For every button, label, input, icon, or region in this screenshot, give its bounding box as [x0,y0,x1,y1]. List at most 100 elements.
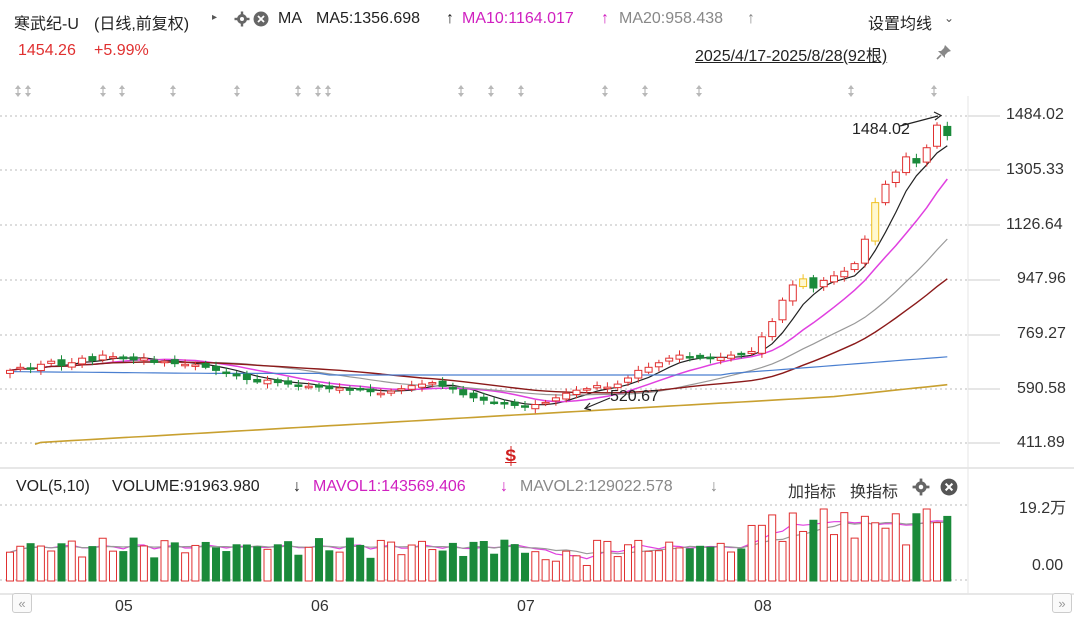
volume-bar [201,541,210,582]
date-range[interactable]: 2025/4/17-2025/8/28(92根) [695,48,888,65]
event-marker-icon [602,85,608,97]
candle-body [521,405,529,408]
volume-bar [675,547,684,582]
x-tick: 05 [115,598,133,615]
candle-body [284,380,293,385]
volume-bar [222,551,231,582]
candle-body [933,124,941,147]
event-marker-icon [170,85,176,97]
ma20-value: MA20:958.438 [619,10,724,27]
volume-bar [603,540,612,582]
candle-body [150,359,159,363]
volume-bar [119,551,128,582]
close-icon[interactable] [253,11,269,32]
event-marker-icon [325,85,331,97]
sell-signal-marker[interactable]: S [505,446,517,465]
candle-body [860,238,869,264]
volume-bar [644,550,653,582]
volume-close-icon[interactable] [940,478,958,501]
add-indicator-button[interactable]: 加指标 [788,484,837,501]
candle-body [582,388,591,391]
event-marker-icon [458,85,464,97]
volume-bar [67,540,76,582]
volume-bar [16,545,25,582]
volume-bar [912,513,921,582]
candle-body [469,392,478,399]
candle-body [850,263,859,271]
volume-bar [572,555,581,582]
candle-body [840,270,849,278]
candle-body [644,366,653,373]
volume-bar [902,544,911,582]
candle-body [407,385,416,390]
volume-bar [459,555,468,582]
candle-body [603,386,612,390]
volume-bar [891,513,900,582]
volume-bar [613,556,622,582]
candle-body [479,396,488,401]
y-tick: 1126.64 [1006,216,1063,233]
triangle-right-icon[interactable]: ▸ [212,12,218,23]
volume-bar [253,546,262,582]
volume-bar [387,541,396,582]
price-change: +5.99% [94,42,149,59]
volume-bar [593,539,602,582]
candle-body [119,356,128,360]
candle-body [871,202,880,242]
event-marker-icon [295,85,301,97]
ma10-value: MA10:1164.017 [462,10,574,27]
switch-indicator-button[interactable]: 换指标 [850,484,899,501]
candle-body [160,360,169,364]
volume-bar [634,539,643,582]
candle-body [191,364,200,367]
volume-bar [933,522,941,582]
event-markers [15,85,937,97]
volume-bar [881,527,890,582]
candle-body [294,384,303,387]
volume-bar [850,537,859,582]
candle-body [757,336,766,354]
volume-bars [6,508,952,582]
y-tick: 1484.02 [1006,106,1064,123]
volume-bar [768,514,777,582]
chevron-down-icon[interactable]: ⌄ [944,11,955,25]
ma-settings-button[interactable]: 设置均线 [868,16,933,33]
volume-bar [551,560,560,582]
volume-bar [170,542,179,582]
candle-body [685,356,694,359]
ma-lines [9,145,948,445]
volume-y-tick: 0.00 [1032,557,1064,574]
candle-body [531,404,540,410]
stock-name[interactable]: 寒武纪-U [14,16,79,33]
current-price: 1454.26 [18,42,76,59]
candle-body [273,379,282,384]
candle-body [706,356,715,360]
candle-body [634,369,643,379]
ma-line [9,178,948,403]
scroll-left-button[interactable]: « [12,593,32,613]
volume-bar [356,544,365,582]
volume-bar [139,545,148,582]
high-arrow [899,115,939,127]
candle-body [170,359,179,365]
volume-bar [582,564,591,582]
candle-body [88,356,97,362]
volume-bar [335,551,344,582]
volume-bar [665,541,674,582]
indicator-name: MA [278,10,302,27]
pin-icon[interactable] [936,44,952,65]
volume-gear-icon[interactable] [912,478,930,501]
event-marker-icon [642,85,648,97]
volume-bar [819,508,828,582]
y-tick: 1305.33 [1006,161,1064,178]
gear-icon[interactable] [234,11,250,32]
mavol2-value: MAVOL2:129022.578 [520,478,673,495]
scroll-right-button[interactable]: » [1052,593,1072,613]
volume-bar [325,550,334,582]
candle-body [624,377,632,383]
volume-bar [860,515,869,582]
candle-body [315,384,323,388]
candle-body [510,401,519,406]
y-tick: 590.58 [1017,380,1066,397]
